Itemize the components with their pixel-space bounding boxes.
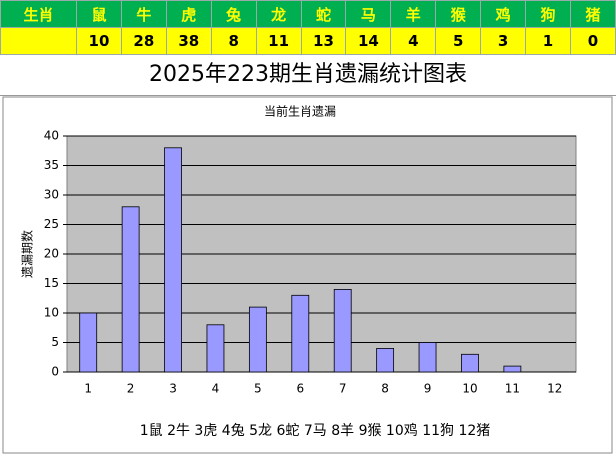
header-cell: 羊	[390, 0, 437, 28]
bar	[164, 147, 182, 373]
page-title: 2025年223期生肖遗漏统计图表	[0, 55, 616, 96]
x-tick-label: 10	[462, 382, 477, 396]
header-row: 生肖鼠牛虎兔龙蛇马羊猴鸡狗猪	[0, 0, 616, 28]
bar	[206, 324, 225, 373]
y-tick-label: 5	[51, 335, 59, 349]
bar	[79, 312, 98, 373]
header-cell: 鸡	[480, 0, 527, 28]
x-tick-label: 2	[127, 382, 135, 396]
value-cell: 1	[525, 27, 571, 55]
x-tick-label: 12	[547, 382, 562, 396]
value-cell: 3	[480, 27, 527, 55]
y-tick-label: 20	[44, 247, 59, 261]
x-tick-label: 3	[169, 382, 177, 396]
header-cell: 龙	[255, 0, 302, 28]
y-axis-label: 遗漏期数	[20, 230, 35, 278]
x-tick-label: 8	[381, 382, 389, 396]
y-tick-label: 10	[44, 306, 59, 320]
x-tick-label: 7	[339, 382, 347, 396]
value-cell: 28	[120, 27, 167, 55]
value-cell: 8	[210, 27, 257, 55]
header-cell: 狗	[525, 0, 571, 28]
value-cell: 14	[345, 27, 392, 55]
header-cell: 兔	[210, 0, 257, 28]
value-cell: 13	[300, 27, 347, 55]
bar	[333, 288, 352, 373]
header-cell: 猪	[569, 0, 616, 28]
bar	[291, 294, 310, 373]
header-cell: 鼠	[76, 0, 122, 28]
chart: 当前生肖遗漏 遗漏期数 1鼠 2牛 3虎 4兔 5龙 6蛇 7马 8羊 9猴 1…	[2, 96, 613, 454]
value-cell: 0	[569, 27, 616, 55]
value-cell: 5	[435, 27, 482, 55]
bar	[503, 365, 522, 373]
header-cell: 牛	[120, 0, 167, 28]
value-cell: 11	[255, 27, 302, 55]
zodiac-table: 生肖鼠牛虎兔龙蛇马羊猴鸡狗猪 10 28 38 8 11 13 14 4 5 3 1 0	[0, 0, 616, 55]
header-cell: 猴	[435, 0, 482, 28]
y-tick-label: 15	[44, 276, 59, 290]
header-cell: 蛇	[300, 0, 347, 28]
value-row: 10 28 38 8 11 13 14 4 5 3 1 0	[0, 27, 616, 55]
y-tick-label: 30	[44, 188, 59, 202]
value-cell: 38	[165, 27, 212, 55]
legend-text: 1鼠 2牛 3虎 4兔 5龙 6蛇 7马 8羊 9猴 10鸡 11狗 12猪	[140, 422, 491, 439]
chart-title: 当前生肖遗漏	[264, 104, 336, 119]
header-cell: 生肖	[0, 0, 77, 28]
header-cell: 马	[345, 0, 392, 28]
y-tick-label: 35	[44, 158, 59, 172]
y-tick-label: 40	[44, 129, 59, 143]
bar	[376, 347, 395, 373]
y-tick-label: 25	[44, 217, 59, 231]
bar	[248, 306, 267, 373]
bar	[418, 342, 437, 373]
x-tick-label: 1	[84, 382, 92, 396]
x-tick-label: 9	[424, 382, 432, 396]
empty-cell	[0, 27, 77, 55]
y-tick-label: 0	[51, 365, 59, 379]
bar	[121, 206, 140, 373]
x-tick-label: 4	[212, 382, 220, 396]
x-tick-label: 5	[254, 382, 262, 396]
bar	[461, 353, 479, 373]
x-tick-label: 11	[505, 382, 520, 396]
header-cell: 虎	[165, 0, 212, 28]
x-tick-label: 6	[296, 382, 304, 396]
value-cell: 10	[76, 27, 122, 55]
value-cell: 4	[390, 27, 437, 55]
